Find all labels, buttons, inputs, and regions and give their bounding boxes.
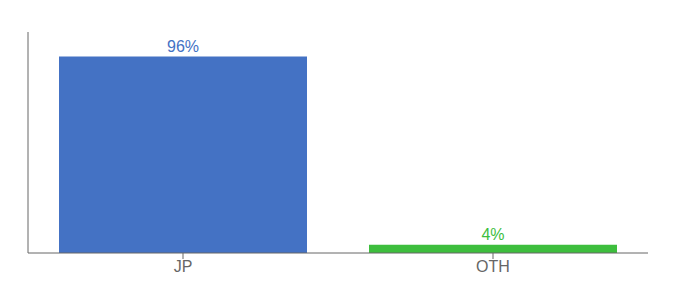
svg-text:4%: 4% [481,226,504,243]
svg-text:OTH: OTH [476,258,510,275]
svg-text:96%: 96% [167,38,199,55]
svg-text:JP: JP [174,258,193,275]
